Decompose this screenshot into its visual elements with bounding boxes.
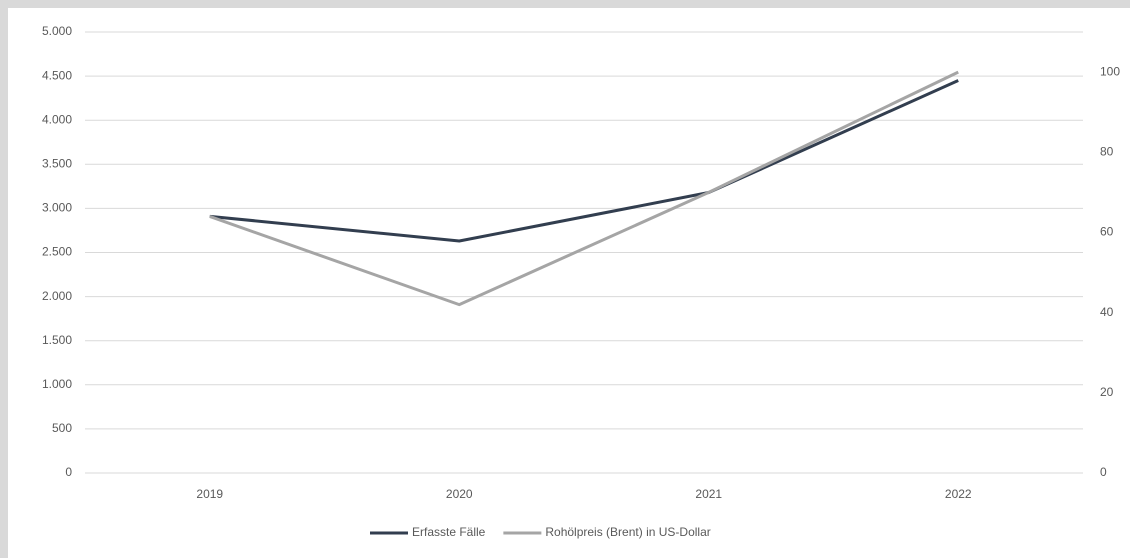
y2-tick-label: 60 xyxy=(1100,225,1114,239)
y-tick-label: 4.500 xyxy=(42,68,72,82)
y2-tick-label: 100 xyxy=(1100,64,1120,78)
y-tick-label: 3.000 xyxy=(42,201,72,215)
x-tick-label: 2022 xyxy=(945,487,972,501)
y-tick-label: 1.500 xyxy=(42,333,72,347)
chart-area xyxy=(8,8,1130,558)
legend-label: Rohölpreis (Brent) in US-Dollar xyxy=(545,525,710,539)
series-line xyxy=(209,70,959,307)
y-tick-label: 2.500 xyxy=(42,245,72,259)
legend-label: Erfasste Fälle xyxy=(412,525,486,539)
x-tick-label: 2020 xyxy=(446,487,473,501)
y-tick-label: 1.000 xyxy=(42,377,72,391)
y-tick-label: 4.000 xyxy=(42,112,72,126)
y-tick-label: 0 xyxy=(65,465,72,479)
y-tick-label: 2.000 xyxy=(42,289,72,303)
y-tick-label: 5.000 xyxy=(42,24,72,38)
series-line xyxy=(209,79,959,243)
y2-tick-label: 40 xyxy=(1100,305,1114,319)
x-tick-label: 2019 xyxy=(196,487,223,501)
y-tick-label: 3.500 xyxy=(42,156,72,170)
x-tick-label: 2021 xyxy=(695,487,722,501)
y2-tick-label: 0 xyxy=(1100,465,1107,479)
y-tick-label: 500 xyxy=(52,421,72,435)
y2-tick-label: 80 xyxy=(1100,144,1114,158)
y2-tick-label: 20 xyxy=(1100,385,1114,399)
